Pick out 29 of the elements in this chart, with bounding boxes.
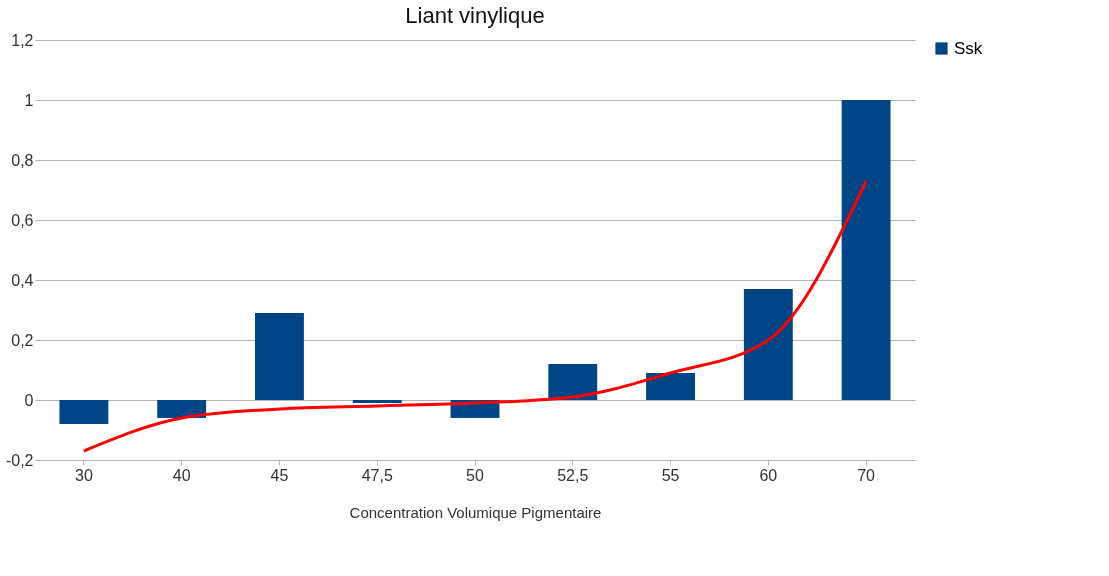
x-tick-label: 30 xyxy=(74,466,93,484)
legend-label: Ssk xyxy=(954,38,983,58)
bar xyxy=(157,400,207,418)
bar xyxy=(548,364,598,400)
bar xyxy=(743,289,793,400)
x-tick-label: 47,5 xyxy=(361,466,393,484)
y-tick-label: 1,2 xyxy=(11,31,34,49)
x-tick-label: 45 xyxy=(270,466,289,484)
bar xyxy=(59,400,109,424)
y-tick-label: 0 xyxy=(24,391,34,409)
y-tick-label: 0,4 xyxy=(11,271,34,289)
x-tick-label: 60 xyxy=(759,466,778,484)
y-tick-label: 0,6 xyxy=(11,211,34,229)
bar xyxy=(646,373,695,400)
x-tick-label: 40 xyxy=(172,466,191,484)
x-axis-title: Concentration Volumique Pigmentaire xyxy=(349,503,602,521)
bar xyxy=(352,400,402,403)
y-tick-label: 0,8 xyxy=(11,151,34,169)
x-tick-label: 70 xyxy=(857,466,876,484)
bar xyxy=(841,100,891,400)
bar xyxy=(255,313,304,400)
y-tick-label: -0,2 xyxy=(5,451,34,469)
chart-title: Liant vinylique xyxy=(405,3,545,28)
y-tick-label: 0,2 xyxy=(11,331,34,349)
line-series xyxy=(82,179,868,453)
x-tick-label: 50 xyxy=(466,466,484,484)
x-tick-label: 55 xyxy=(661,466,680,484)
x-tick-label: 52,5 xyxy=(557,466,589,484)
y-tick-label: 1 xyxy=(24,91,34,109)
